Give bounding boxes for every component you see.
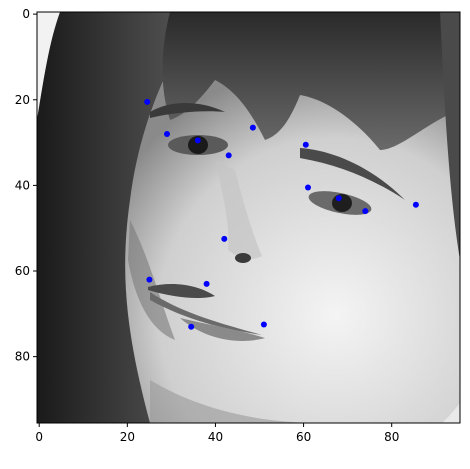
keypoint-marker [260, 321, 267, 328]
y-tick-label: 0 [22, 7, 30, 21]
x-axis-ticks: 0 20 40 60 80 [35, 423, 399, 444]
face-photo [37, 12, 460, 423]
y-axis-ticks: 0 20 40 60 80 [15, 7, 37, 364]
keypoint-markers [144, 98, 419, 330]
x-tick-label: 60 [296, 430, 311, 444]
x-tick-label: 80 [384, 430, 399, 444]
keypoint-marker [146, 276, 153, 283]
keypoint-marker [221, 235, 228, 242]
keypoint-marker [144, 98, 151, 105]
keypoint-marker [225, 152, 232, 159]
y-tick-label: 40 [15, 178, 30, 192]
x-tick-label: 20 [120, 430, 135, 444]
keypoint-marker [188, 323, 195, 330]
y-tick-label: 60 [15, 264, 30, 278]
y-tick-label: 80 [15, 350, 30, 364]
keypoint-marker [302, 141, 309, 148]
keypoint-marker [412, 201, 419, 208]
keypoint-marker [249, 124, 256, 131]
keypoint-marker [164, 131, 170, 137]
keypoint-marker [203, 280, 210, 287]
x-tick-label: 40 [208, 430, 223, 444]
keypoint-marker [335, 195, 342, 202]
keypoint-marker [362, 208, 369, 215]
keypoint-marker [194, 137, 201, 144]
y-tick-label: 20 [15, 93, 30, 107]
axes-frame [36, 11, 461, 424]
keypoint-marker [305, 184, 311, 191]
x-tick-label: 0 [35, 430, 43, 444]
